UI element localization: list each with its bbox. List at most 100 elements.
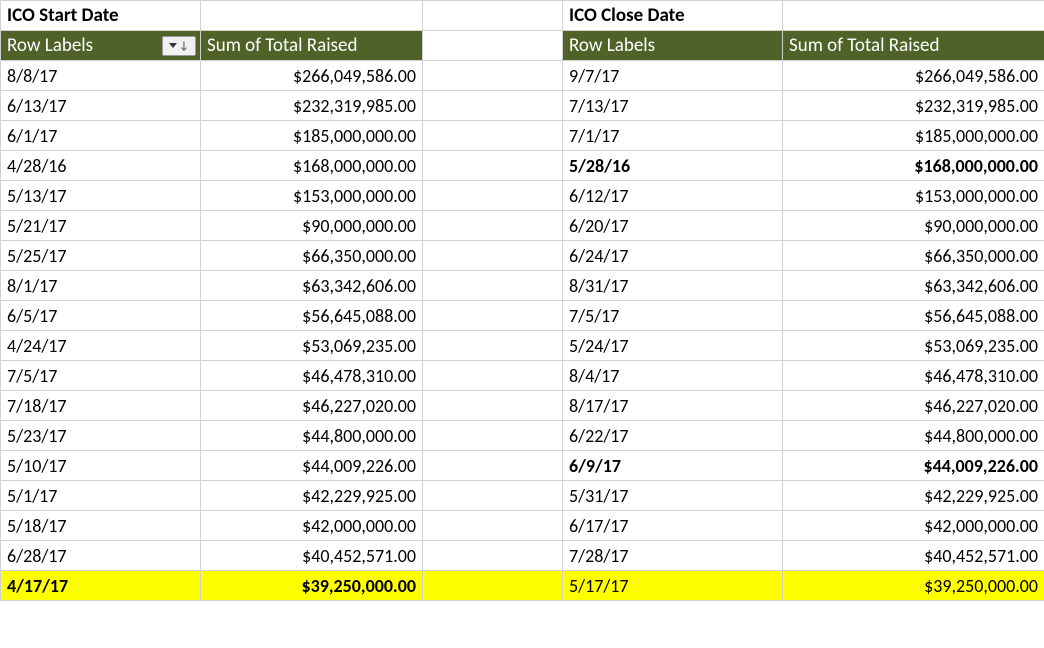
right-date-cell[interactable]: 6/20/17 [563, 211, 783, 241]
right-date-cell[interactable]: 5/31/17 [563, 481, 783, 511]
table-row: 6/13/17$232,319,985.007/13/17$232,319,98… [1, 91, 1044, 121]
right-amount-cell[interactable]: $56,645,088.00 [783, 301, 1044, 331]
left-date-cell[interactable]: 4/17/17 [1, 571, 201, 601]
headers-row: Row Labels ↓ Sum of Total Raised Row Lab… [1, 31, 1044, 61]
right-date-cell[interactable]: 7/28/17 [563, 541, 783, 571]
spacer-cell [423, 211, 563, 241]
right-amount-cell[interactable]: $53,069,235.00 [783, 331, 1044, 361]
left-amount-cell[interactable]: $42,000,000.00 [201, 511, 423, 541]
left-amount-cell[interactable]: $40,452,571.00 [201, 541, 423, 571]
left-date-cell[interactable]: 5/23/17 [1, 421, 201, 451]
right-amount-cell[interactable]: $90,000,000.00 [783, 211, 1044, 241]
right-date-cell[interactable]: 8/4/17 [563, 361, 783, 391]
spacer-cell [423, 1, 563, 31]
right-amount-cell[interactable]: $66,350,000.00 [783, 241, 1044, 271]
left-date-cell[interactable]: 5/1/17 [1, 481, 201, 511]
right-date-cell[interactable]: 7/5/17 [563, 301, 783, 331]
spacer-cell [423, 541, 563, 571]
left-amount-cell[interactable]: $168,000,000.00 [201, 151, 423, 181]
left-amount-cell[interactable]: $185,000,000.00 [201, 121, 423, 151]
right-date-cell[interactable]: 8/31/17 [563, 271, 783, 301]
spacer-cell [423, 331, 563, 361]
filter-sort-button[interactable]: ↓ [162, 36, 196, 56]
right-amount-cell[interactable]: $266,049,586.00 [783, 61, 1044, 91]
table-row: 4/24/17$53,069,235.005/24/17$53,069,235.… [1, 331, 1044, 361]
right-amount-cell[interactable]: $63,342,606.00 [783, 271, 1044, 301]
right-amount-cell[interactable]: $232,319,985.00 [783, 91, 1044, 121]
left-header-rowlabels[interactable]: Row Labels ↓ [1, 31, 201, 61]
dropdown-triangle-icon [169, 43, 177, 48]
titles-row: ICO Start Date ICO Close Date [1, 1, 1044, 31]
left-date-cell[interactable]: 4/24/17 [1, 331, 201, 361]
right-date-cell[interactable]: 6/17/17 [563, 511, 783, 541]
spacer-cell [423, 121, 563, 151]
right-date-cell[interactable]: 9/7/17 [563, 61, 783, 91]
right-date-cell[interactable]: 7/13/17 [563, 91, 783, 121]
right-amount-cell[interactable]: $46,478,310.00 [783, 361, 1044, 391]
left-date-cell[interactable]: 8/1/17 [1, 271, 201, 301]
right-date-cell[interactable]: 8/17/17 [563, 391, 783, 421]
right-amount-cell[interactable]: $40,452,571.00 [783, 541, 1044, 571]
left-amount-cell[interactable]: $44,009,226.00 [201, 451, 423, 481]
right-amount-cell[interactable]: $39,250,000.00 [783, 571, 1044, 601]
left-date-cell[interactable]: 4/28/16 [1, 151, 201, 181]
spacer-cell [423, 421, 563, 451]
right-date-cell[interactable]: 5/17/17 [563, 571, 783, 601]
right-amount-cell[interactable]: $44,009,226.00 [783, 451, 1044, 481]
left-date-cell[interactable]: 5/10/17 [1, 451, 201, 481]
right-amount-cell[interactable]: $185,000,000.00 [783, 121, 1044, 151]
left-date-cell[interactable]: 5/13/17 [1, 181, 201, 211]
spacer-cell [423, 481, 563, 511]
left-amount-cell[interactable]: $44,800,000.00 [201, 421, 423, 451]
left-date-cell[interactable]: 7/18/17 [1, 391, 201, 421]
left-table-title: ICO Start Date [1, 1, 201, 31]
left-date-cell[interactable]: 8/8/17 [1, 61, 201, 91]
right-amount-cell[interactable]: $168,000,000.00 [783, 151, 1044, 181]
left-date-cell[interactable]: 5/25/17 [1, 241, 201, 271]
right-amount-cell[interactable]: $46,227,020.00 [783, 391, 1044, 421]
left-date-cell[interactable]: 6/13/17 [1, 91, 201, 121]
right-date-cell[interactable]: 5/28/16 [563, 151, 783, 181]
table-row: 5/21/17$90,000,000.006/20/17$90,000,000.… [1, 211, 1044, 241]
left-amount-cell[interactable]: $46,227,020.00 [201, 391, 423, 421]
sort-arrow-icon: ↓ [179, 40, 189, 51]
left-amount-cell[interactable]: $66,350,000.00 [201, 241, 423, 271]
right-date-cell[interactable]: 6/24/17 [563, 241, 783, 271]
left-amount-cell[interactable]: $39,250,000.00 [201, 571, 423, 601]
left-amount-cell[interactable]: $46,478,310.00 [201, 361, 423, 391]
left-header-sum[interactable]: Sum of Total Raised [201, 31, 423, 61]
left-date-cell[interactable]: 5/21/17 [1, 211, 201, 241]
left-header-rowlabels-text: Row Labels [7, 34, 93, 57]
left-date-cell[interactable]: 5/18/17 [1, 511, 201, 541]
left-date-cell[interactable]: 6/1/17 [1, 121, 201, 151]
right-date-cell[interactable]: 7/1/17 [563, 121, 783, 151]
spacer-cell [423, 511, 563, 541]
right-header-sum[interactable]: Sum of Total Raised [783, 31, 1044, 61]
left-amount-cell[interactable]: $42,229,925.00 [201, 481, 423, 511]
left-amount-cell[interactable]: $232,319,985.00 [201, 91, 423, 121]
empty-cell [201, 1, 423, 31]
left-date-cell[interactable]: 6/28/17 [1, 541, 201, 571]
left-date-cell[interactable]: 7/5/17 [1, 361, 201, 391]
table-row: 6/5/17$56,645,088.007/5/17$56,645,088.00 [1, 301, 1044, 331]
right-date-cell[interactable]: 6/12/17 [563, 181, 783, 211]
left-amount-cell[interactable]: $53,069,235.00 [201, 331, 423, 361]
right-header-rowlabels[interactable]: Row Labels [563, 31, 783, 61]
right-amount-cell[interactable]: $44,800,000.00 [783, 421, 1044, 451]
left-amount-cell[interactable]: $63,342,606.00 [201, 271, 423, 301]
right-date-cell[interactable]: 5/24/17 [563, 331, 783, 361]
spacer-cell [423, 301, 563, 331]
left-amount-cell[interactable]: $56,645,088.00 [201, 301, 423, 331]
left-amount-cell[interactable]: $266,049,586.00 [201, 61, 423, 91]
right-amount-cell[interactable]: $153,000,000.00 [783, 181, 1044, 211]
left-amount-cell[interactable]: $153,000,000.00 [201, 181, 423, 211]
right-date-cell[interactable]: 6/22/17 [563, 421, 783, 451]
left-date-cell[interactable]: 6/5/17 [1, 301, 201, 331]
right-amount-cell[interactable]: $42,229,925.00 [783, 481, 1044, 511]
table-row: 8/8/17$266,049,586.009/7/17$266,049,586.… [1, 61, 1044, 91]
right-date-cell[interactable]: 6/9/17 [563, 451, 783, 481]
table-row: 7/18/17$46,227,020.008/17/17$46,227,020.… [1, 391, 1044, 421]
empty-cell [783, 1, 1044, 31]
right-amount-cell[interactable]: $42,000,000.00 [783, 511, 1044, 541]
left-amount-cell[interactable]: $90,000,000.00 [201, 211, 423, 241]
